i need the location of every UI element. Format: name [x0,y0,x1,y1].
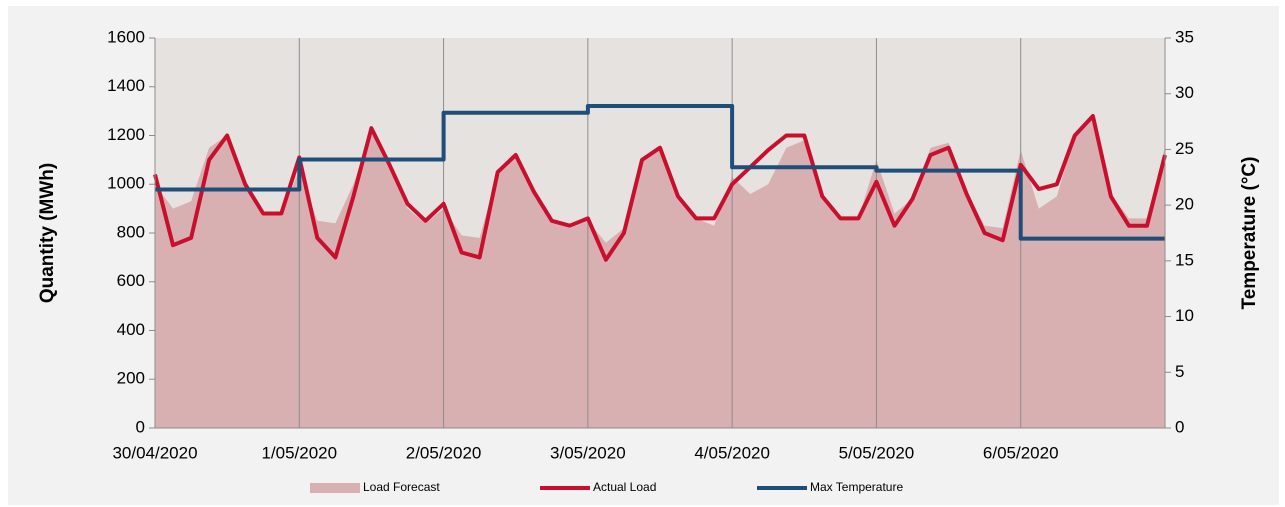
x-tick-label: 30/04/2020 [112,443,197,462]
line [155,104,1165,241]
y2-tick-label: 30 [1175,83,1194,102]
y-tick-label: 600 [117,271,145,290]
y2-tick-label: 5 [1175,362,1184,381]
y-tick-label: 0 [136,417,145,436]
x-tick-label: 2/05/2020 [406,443,482,462]
legend-label: Load Forecast [363,480,440,494]
y2-tick-label: 20 [1175,195,1194,214]
x-tick-label: 1/05/2020 [261,443,337,462]
y-axis-title: Quantity (MWh) [37,163,58,303]
y2-tick-label: 25 [1175,139,1194,158]
y-tick-label: 1400 [107,76,145,95]
area [155,116,1165,428]
x-tick-label: 5/05/2020 [839,443,915,462]
y2-tick-label: 35 [1175,27,1194,46]
x-tick-label: 6/05/2020 [983,443,1059,462]
y-tick-label: 800 [117,222,145,241]
y2-tick-label: 10 [1175,306,1194,325]
legend-swatch [310,483,360,493]
y-tick-label: 1000 [107,174,145,193]
y2-tick-label: 15 [1175,250,1194,269]
y-tick-label: 1200 [107,125,145,144]
y2-axis-title: Temperature (°C) [1239,157,1260,310]
y-tick-label: 1600 [107,27,145,46]
legend-label: Max Temperature [810,480,903,494]
legend-label: Actual Load [593,480,656,494]
y-tick-label: 400 [117,320,145,339]
x-tick-label: 4/05/2020 [694,443,770,462]
y-tick-label: 200 [117,369,145,388]
x-tick-label: 3/05/2020 [550,443,626,462]
line [153,114,1167,262]
y2-tick-label: 0 [1175,417,1184,436]
